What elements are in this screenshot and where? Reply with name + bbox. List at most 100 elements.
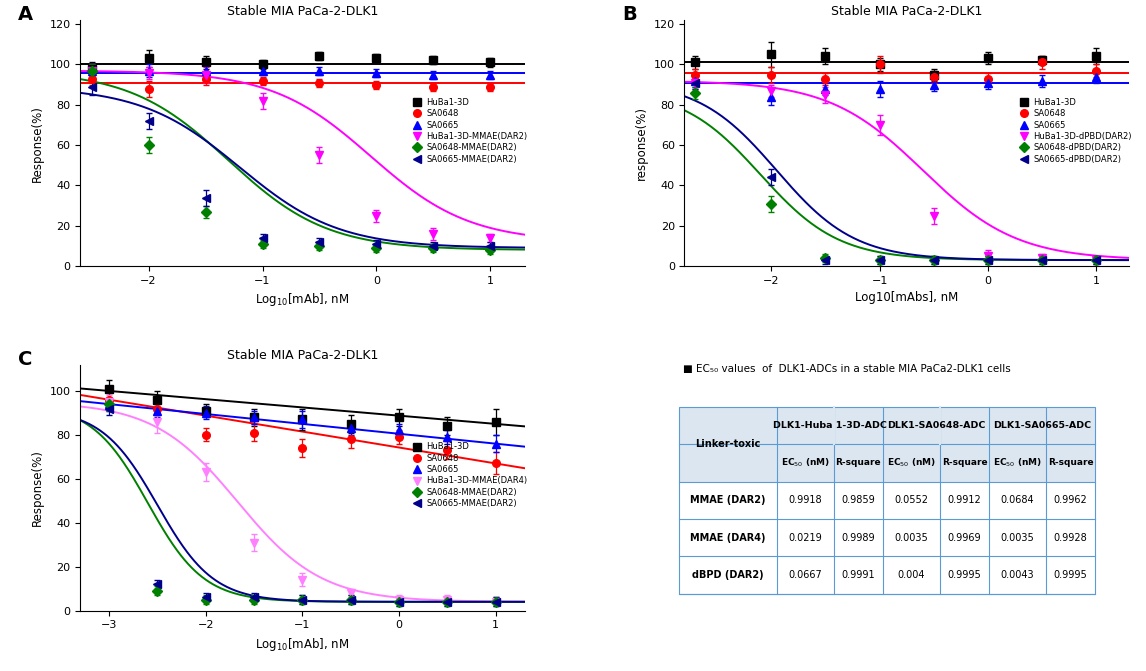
Text: EC$_{50}$ (nM): EC$_{50}$ (nM) bbox=[780, 456, 830, 469]
SA0665 bbox=[199, 409, 213, 417]
HuBa1-3D-MMAE(DAR4) bbox=[440, 596, 454, 604]
Line: SA0665-MMAE(DAR2): SA0665-MMAE(DAR2) bbox=[88, 83, 494, 250]
Bar bbox=[834, 444, 882, 482]
HuBa1-3D-MMAE(DAR4) bbox=[296, 576, 309, 584]
SA0665 bbox=[313, 66, 327, 74]
SA0648 bbox=[484, 83, 497, 91]
HuBa1-3D-MMAE(DAR2) bbox=[256, 97, 269, 105]
SA0648 bbox=[764, 70, 778, 79]
SA0665 bbox=[689, 76, 702, 85]
HuBa1-3D bbox=[313, 52, 327, 60]
Text: R-square: R-square bbox=[835, 458, 881, 467]
SA0648-dPBD(DAR2) bbox=[1035, 256, 1049, 264]
SA0648-MMAE(DAR2) bbox=[296, 596, 309, 604]
SA0648-dPBD(DAR2) bbox=[818, 254, 832, 262]
SA0648-MMAE(DAR2) bbox=[369, 244, 383, 252]
SA0665-MMAE(DAR2) bbox=[392, 598, 406, 606]
SA0648-MMAE(DAR2) bbox=[344, 596, 358, 604]
SA0665 bbox=[440, 433, 454, 441]
SA0648 bbox=[981, 74, 995, 83]
HuBa1-3D-dPBD(DAR2) bbox=[1090, 256, 1104, 264]
HuBa1-3D-MMAE(DAR4) bbox=[344, 589, 358, 597]
Text: 0.9995: 0.9995 bbox=[948, 570, 981, 580]
Text: R-square: R-square bbox=[1047, 458, 1093, 467]
SA0665-MMAE(DAR2) bbox=[199, 593, 213, 601]
SA0665 bbox=[484, 70, 497, 79]
HuBa1-3D-MMAE(DAR2) bbox=[313, 151, 327, 159]
Bar bbox=[1046, 444, 1096, 482]
SA0665 bbox=[873, 85, 887, 93]
HuBa1-3D-dPBD(DAR2) bbox=[764, 87, 778, 95]
SA0665 bbox=[764, 93, 778, 101]
HuBa1-3D bbox=[142, 54, 156, 62]
HuBa1-3D bbox=[1090, 52, 1104, 60]
SA0648 bbox=[85, 74, 99, 83]
Text: 0.0035: 0.0035 bbox=[1000, 533, 1035, 543]
SA0648-MMAE(DAR2) bbox=[426, 244, 440, 252]
Title: Stable MIA PaCa-2-DLK1: Stable MIA PaCa-2-DLK1 bbox=[227, 5, 378, 17]
SA0648-MMAE(DAR2) bbox=[150, 587, 164, 595]
HuBa1-3D bbox=[256, 60, 269, 68]
SA0648 bbox=[392, 433, 406, 441]
HuBa1-3D-dPBD(DAR2) bbox=[873, 121, 887, 129]
SA0648 bbox=[256, 76, 269, 85]
SA0648-dPBD(DAR2) bbox=[689, 89, 702, 97]
SA0648 bbox=[927, 72, 941, 81]
Text: 0.9991: 0.9991 bbox=[841, 570, 876, 580]
SA0648 bbox=[1090, 66, 1104, 74]
SA0665 bbox=[392, 427, 406, 435]
SA0665 bbox=[1090, 72, 1104, 81]
SA0648-MMAE(DAR2) bbox=[248, 596, 261, 604]
SA0648-dPBD(DAR2) bbox=[927, 256, 941, 264]
Text: 0.0219: 0.0219 bbox=[788, 533, 822, 543]
SA0665 bbox=[818, 85, 832, 93]
SA0648 bbox=[818, 74, 832, 83]
SA0665-MMAE(DAR2) bbox=[150, 580, 164, 588]
Text: 0.004: 0.004 bbox=[897, 570, 925, 580]
SA0648-dPBD(DAR2) bbox=[1090, 256, 1104, 264]
HuBa1-3D bbox=[150, 396, 164, 404]
Line: SA0648-dPBD(DAR2): SA0648-dPBD(DAR2) bbox=[691, 89, 1100, 264]
Bar bbox=[678, 407, 1096, 594]
SA0665-MMAE(DAR2) bbox=[142, 117, 156, 125]
SA0665 bbox=[85, 66, 99, 74]
SA0665-MMAE(DAR2) bbox=[369, 240, 383, 248]
Text: 0.0684: 0.0684 bbox=[1000, 495, 1035, 505]
SA0648-MMAE(DAR2) bbox=[198, 208, 212, 216]
SA0648 bbox=[426, 83, 440, 91]
SA0648-MMAE(DAR2) bbox=[313, 242, 327, 250]
Text: 0.9995: 0.9995 bbox=[1054, 570, 1088, 580]
HuBa1-3D bbox=[392, 413, 406, 421]
Line: SA0648-MMAE(DAR2): SA0648-MMAE(DAR2) bbox=[105, 401, 500, 606]
SA0648-dPBD(DAR2) bbox=[981, 256, 995, 264]
SA0665 bbox=[927, 81, 941, 89]
SA0665 bbox=[344, 424, 358, 432]
HuBa1-3D-MMAE(DAR4) bbox=[248, 539, 261, 547]
Text: B: B bbox=[622, 5, 637, 24]
SA0648 bbox=[142, 85, 156, 93]
HuBa1-3D-dPBD(DAR2) bbox=[927, 212, 941, 220]
SA0665-dPBD(DAR2) bbox=[764, 173, 778, 181]
SA0665 bbox=[296, 415, 309, 423]
HuBa1-3D bbox=[484, 58, 497, 66]
Text: 0.9912: 0.9912 bbox=[948, 495, 981, 505]
Text: 0.0667: 0.0667 bbox=[788, 570, 822, 580]
HuBa1-3D-dPBD(DAR2) bbox=[689, 79, 702, 87]
SA0648 bbox=[198, 74, 212, 83]
Bar bbox=[678, 407, 777, 482]
SA0648-MMAE(DAR2) bbox=[102, 400, 116, 408]
X-axis label: Log10[mAbs], nM: Log10[mAbs], nM bbox=[855, 291, 958, 305]
HuBa1-3D-MMAE(DAR4) bbox=[102, 398, 116, 406]
HuBa1-3D-MMAE(DAR2) bbox=[369, 212, 383, 220]
SA0665-MMAE(DAR2) bbox=[313, 238, 327, 246]
Text: Linker-toxic: Linker-toxic bbox=[696, 439, 761, 449]
Text: 0.9918: 0.9918 bbox=[788, 495, 822, 505]
SA0648-MMAE(DAR2) bbox=[484, 246, 497, 254]
SA0648-MMAE(DAR2) bbox=[488, 598, 502, 606]
Text: MMAE (DAR2): MMAE (DAR2) bbox=[690, 495, 766, 505]
HuBa1-3D-MMAE(DAR4) bbox=[150, 417, 164, 425]
Line: SA0665: SA0665 bbox=[88, 66, 494, 79]
Bar bbox=[777, 407, 882, 444]
Line: SA0648: SA0648 bbox=[691, 58, 1100, 83]
Line: SA0665: SA0665 bbox=[105, 401, 500, 448]
